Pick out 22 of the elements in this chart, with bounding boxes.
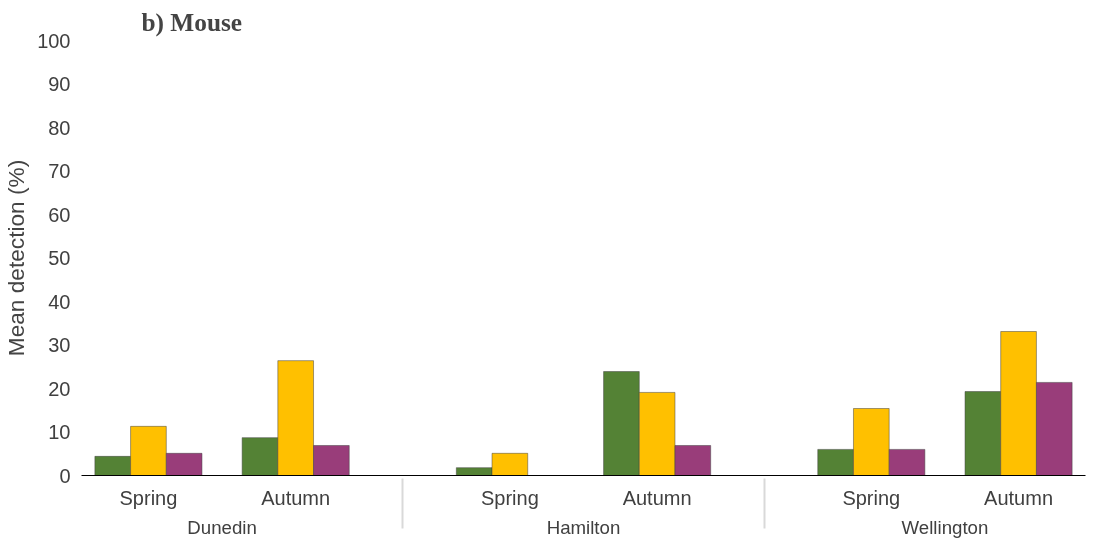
x-tick-label: Spring	[480, 486, 539, 509]
y-tick-label: 70	[48, 160, 71, 182]
y-tick-label: 10	[48, 421, 71, 443]
text: Dunedin	[187, 516, 257, 538]
y-tick-label: 50	[48, 247, 71, 269]
y-axis-title: Mean detection (%)	[3, 159, 30, 357]
y-tick-label: 90	[48, 73, 71, 95]
y-tick-label: 30	[48, 334, 71, 356]
y-tick-label: 40	[48, 290, 71, 313]
x-tick-label: Autumn	[261, 486, 331, 509]
x-tick-label: Spring	[119, 486, 178, 509]
y-tick-label: 100	[37, 29, 71, 52]
y-tick-label: 60	[48, 203, 71, 226]
y-tick-label: 0	[59, 464, 71, 487]
x-tick-label: Autumn	[984, 486, 1054, 509]
x-tick-label: Spring	[842, 486, 901, 509]
text: Wellington	[901, 516, 989, 538]
chart-title: b) Mouse	[141, 7, 243, 37]
y-tick-label: 80	[48, 116, 71, 139]
y-tick-label: 20	[48, 377, 71, 400]
x-tick-label: Autumn	[622, 486, 692, 509]
text: Hamilton	[546, 516, 621, 538]
